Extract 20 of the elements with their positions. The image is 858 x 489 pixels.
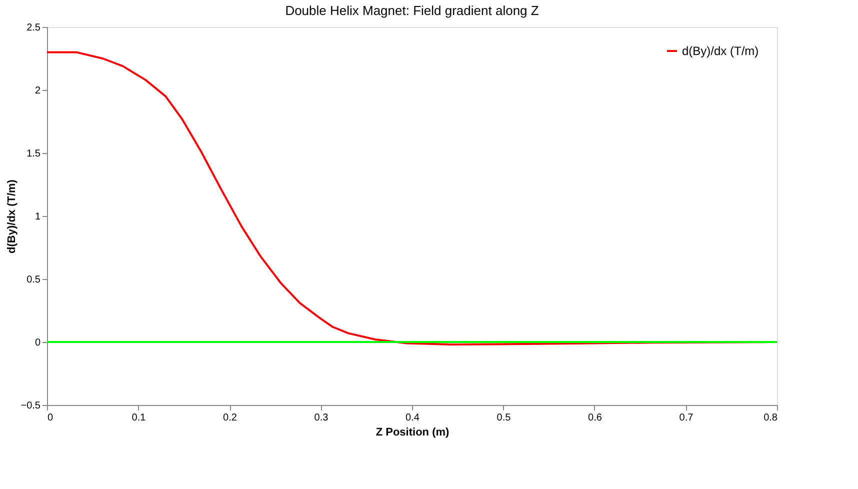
- y-tick-label: 2: [34, 86, 41, 96]
- x-tick-label: 0.2: [223, 412, 238, 424]
- y-tick-label: −0.5: [20, 400, 41, 412]
- y-tick-label: 2.5: [26, 22, 41, 34]
- y-tick-label: 0.5: [26, 274, 41, 286]
- x-axis-title: Z Position (m): [376, 426, 450, 438]
- x-tick-label: 0.5: [496, 412, 512, 424]
- x-tick-label: 0.3: [314, 412, 329, 424]
- x-tick-label: 0.8: [764, 412, 778, 424]
- x-tick-label: 0.4: [406, 412, 420, 424]
- x-tick-label: 0: [48, 412, 54, 424]
- y-axis-title: d(By)/dx (T/m): [6, 179, 18, 254]
- x-tick-label: 0.7: [679, 412, 694, 424]
- legend-label: d(By)/dx (T/m): [682, 44, 759, 58]
- y-tick-label: 1: [34, 212, 41, 222]
- y-tick-label: 1.5: [26, 148, 41, 160]
- y-tick-label: 0: [34, 338, 41, 348]
- x-tick-label: 0.1: [132, 412, 146, 424]
- x-tick-label: 0.6: [588, 412, 602, 424]
- chart-title: Double Helix Magnet: Field gradient along Z: [285, 3, 539, 18]
